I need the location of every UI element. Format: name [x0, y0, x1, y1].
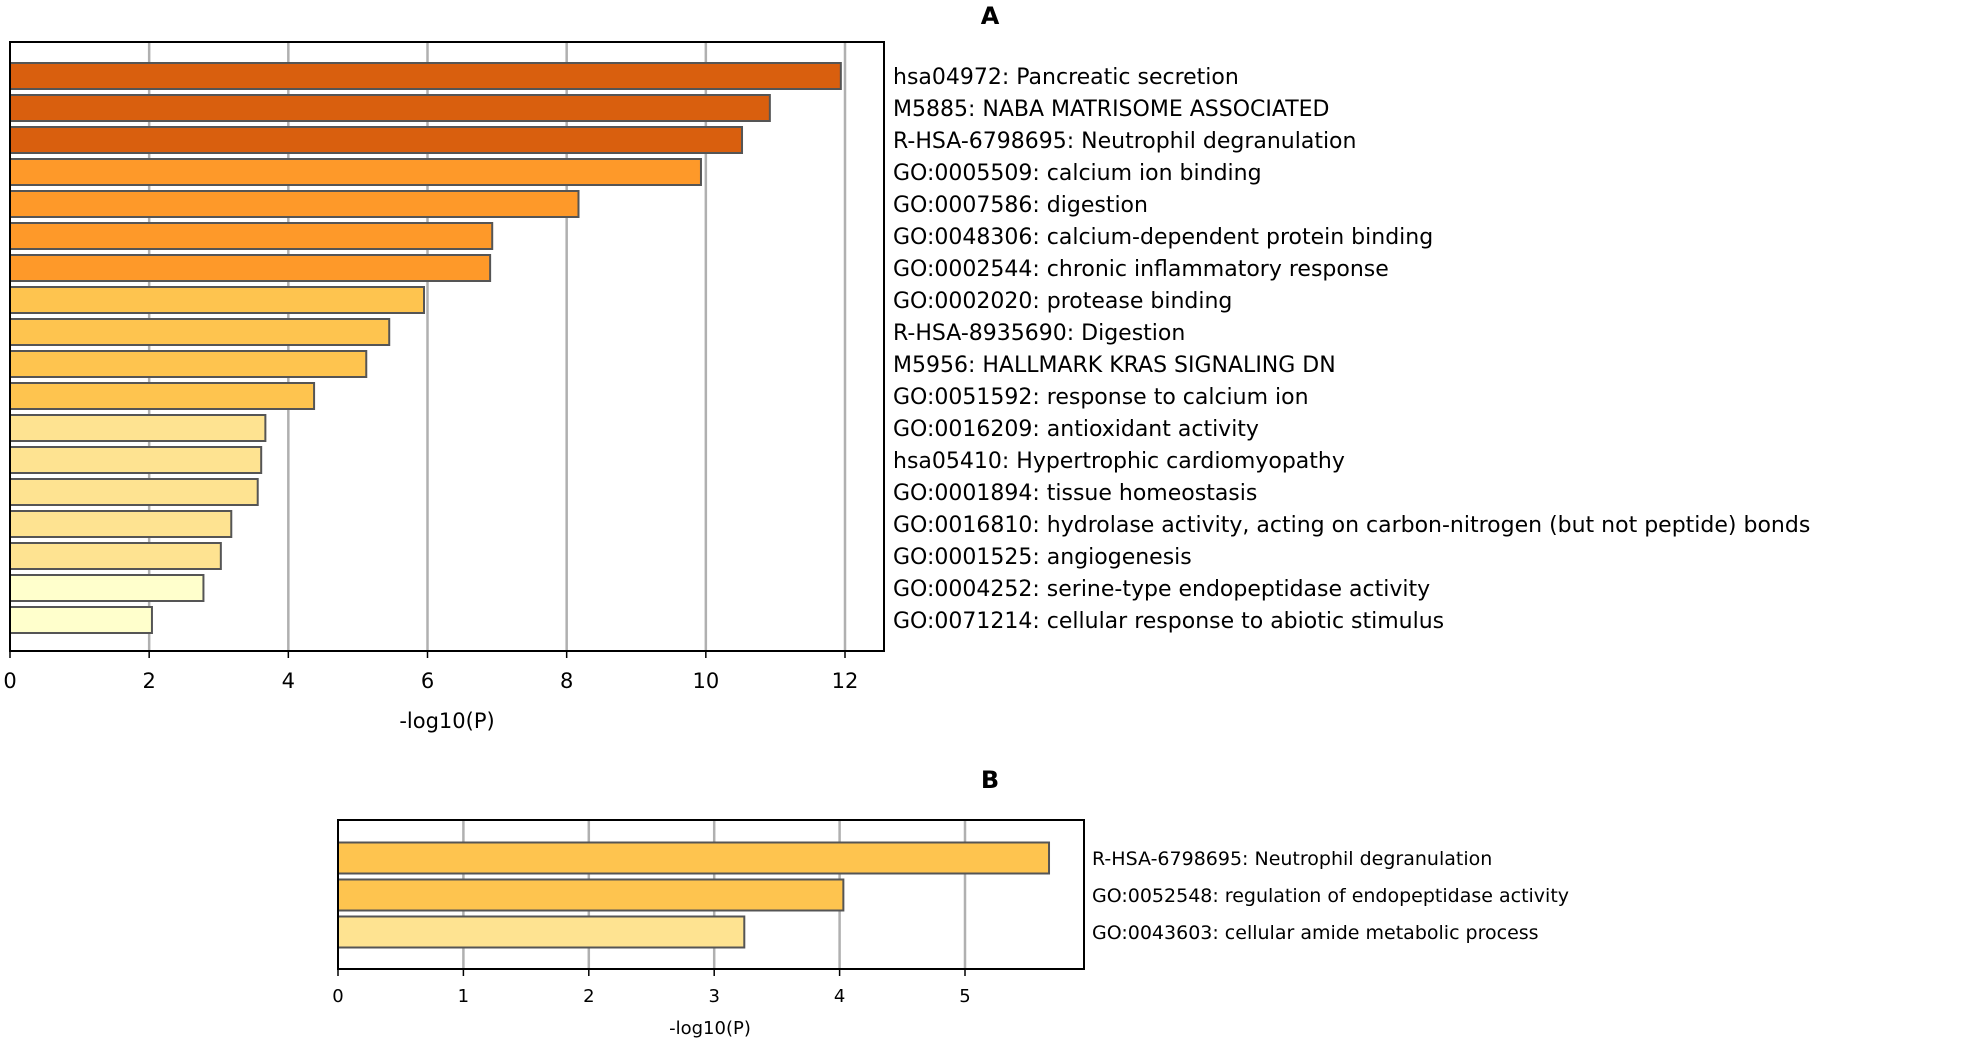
category-label: hsa05410: Hypertrophic cardiomyopathy [893, 449, 1345, 474]
category-label: GO:0002544: chronic inflammatory respons… [893, 257, 1389, 282]
x-tick-label: 0 [3, 669, 16, 693]
chart-title: B [981, 766, 999, 794]
category-label: GO:0051592: response to calcium ion [893, 385, 1309, 410]
x-tick-label: 4 [834, 986, 845, 1007]
category-label: GO:0001525: angiogenesis [893, 545, 1192, 570]
category-label: GO:0016810: hydrolase activity, acting o… [893, 513, 1810, 538]
bar [9, 62, 842, 90]
bar [9, 382, 316, 410]
x-tick-label: 10 [692, 669, 719, 693]
x-tick-label: 12 [832, 669, 859, 693]
bar [9, 542, 222, 570]
bar [337, 841, 1051, 875]
bar [9, 606, 153, 634]
x-axis-label: -log10(P) [399, 709, 494, 733]
plot-frame [9, 41, 885, 652]
bar [9, 222, 494, 250]
x-tick-label: 4 [282, 669, 295, 693]
bar [9, 254, 492, 282]
category-label: M5885: NABA MATRISOME ASSOCIATED [893, 97, 1329, 122]
category-label: R-HSA-8935690: Digestion [893, 321, 1185, 346]
bar [337, 915, 746, 949]
category-label: GO:0007586: digestion [893, 193, 1148, 218]
plot-frame [337, 819, 1085, 970]
x-axis-label: -log10(P) [669, 1018, 751, 1039]
category-label: GO:0001894: tissue homeostasis [893, 481, 1257, 506]
category-label: GO:0004252: serine-type endopeptidase ac… [893, 577, 1430, 602]
category-label: GO:0043603: cellular amide metabolic pro… [1092, 922, 1539, 944]
chart-title: A [981, 2, 1000, 30]
bar [9, 94, 771, 122]
x-tick-label: 8 [560, 669, 573, 693]
x-tick-label: 2 [142, 669, 155, 693]
x-tick-label: 5 [959, 986, 970, 1007]
category-label: GO:0016209: antioxidant activity [893, 417, 1259, 442]
bar [9, 414, 267, 442]
bar [9, 286, 426, 314]
bar [9, 574, 205, 602]
x-tick-label: 1 [458, 986, 469, 1007]
category-label: R-HSA-6798695: Neutrophil degranulation [1092, 848, 1492, 870]
x-tick-label: 0 [332, 986, 343, 1007]
category-label: GO:0002020: protease binding [893, 289, 1232, 314]
category-label: GO:0071214: cellular response to abiotic… [893, 609, 1444, 634]
x-tick-label: 3 [708, 986, 719, 1007]
category-label: M5956: HALLMARK KRAS SIGNALING DN [893, 353, 1336, 378]
category-label: GO:0048306: calcium-dependent protein bi… [893, 225, 1433, 250]
bar [9, 126, 744, 154]
category-label: GO:0052548: regulation of endopeptidase … [1092, 885, 1569, 907]
bar [337, 878, 845, 912]
bar [9, 190, 580, 218]
bar [9, 318, 391, 346]
category-label: hsa04972: Pancreatic secretion [893, 65, 1239, 90]
category-label: GO:0005509: calcium ion binding [893, 161, 1262, 186]
x-tick-label: 2 [583, 986, 594, 1007]
bar [9, 350, 368, 378]
bar [9, 478, 259, 506]
bar [9, 158, 702, 186]
category-label: R-HSA-6798695: Neutrophil degranulation [893, 129, 1356, 154]
bar [9, 446, 263, 474]
x-tick-label: 6 [421, 669, 434, 693]
bar [9, 510, 233, 538]
